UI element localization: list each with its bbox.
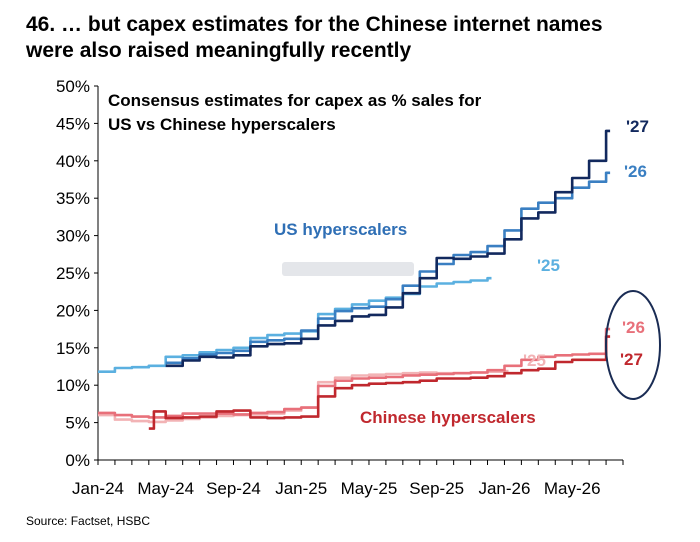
y-tick-label: 30% — [56, 227, 90, 246]
x-tick-label: May-25 — [341, 479, 398, 498]
y-tick-label: 25% — [56, 264, 90, 283]
series-end-labels: '25 '26 '27 '25 '26 '27 — [523, 117, 649, 370]
x-tick-label: May-24 — [137, 479, 194, 498]
series-line-us-26 — [165, 171, 611, 365]
y-tick-label: 50% — [56, 77, 90, 96]
chart-axes: 0% 5% 10% 15% 20% 25% 30% 35% 40% 45% 50% Jan-24 May… — [56, 77, 624, 498]
y-tick-label: 10% — [56, 376, 90, 395]
source-note: Source: Factset, HSBC — [26, 514, 151, 528]
x-tick-label: Sep-24 — [206, 479, 261, 498]
x-tick-label: Jan-26 — [478, 479, 530, 498]
y-tick-label: 15% — [56, 339, 90, 358]
series-label-cn-25: '25 — [523, 351, 546, 370]
y-tick-label: 0% — [65, 451, 90, 470]
chart-title: 46. … but capex estimates for the Chines… — [26, 12, 696, 64]
chart-title-line-1: 46. … but capex estimates for the Chines… — [26, 13, 603, 36]
blurred-watermark — [282, 262, 414, 276]
series-label-cn-26: '26 — [622, 318, 645, 337]
y-tick-label: 40% — [56, 152, 90, 171]
series-line-cn-26 — [98, 327, 611, 419]
chart-subtitle-line-2: US vs Chinese hyperscalers — [108, 115, 336, 134]
series-line-us-27 — [165, 129, 611, 368]
y-tick-label: 20% — [56, 301, 90, 320]
series-label-us-27: '27 — [626, 117, 649, 136]
series-line-us-25 — [98, 276, 492, 373]
x-tick-label: May-26 — [544, 479, 601, 498]
series-label-cn-27: '27 — [620, 350, 643, 369]
series-line-cn-27 — [148, 335, 611, 430]
chart-title-line-2: were also raised meaningfully recently — [26, 39, 412, 62]
y-tick-label: 45% — [56, 114, 90, 133]
x-tick-label: Sep-25 — [409, 479, 464, 498]
x-tick-label: Jan-25 — [275, 479, 327, 498]
y-tick-label: 35% — [56, 189, 90, 208]
chart-series-group — [98, 129, 611, 430]
series-label-us-26: '26 — [624, 162, 647, 181]
highlight-circle — [605, 290, 661, 400]
us-hyperscalers-annotation: US hyperscalers — [274, 220, 407, 239]
chinese-hyperscalers-annotation: Chinese hyperscalers — [360, 408, 536, 427]
x-tick-label: Jan-24 — [72, 479, 124, 498]
series-label-us-25: '25 — [537, 256, 560, 275]
y-tick-label: 5% — [65, 414, 90, 433]
chart-subtitle-line-1: Consensus estimates for capex as % sales… — [108, 91, 482, 110]
